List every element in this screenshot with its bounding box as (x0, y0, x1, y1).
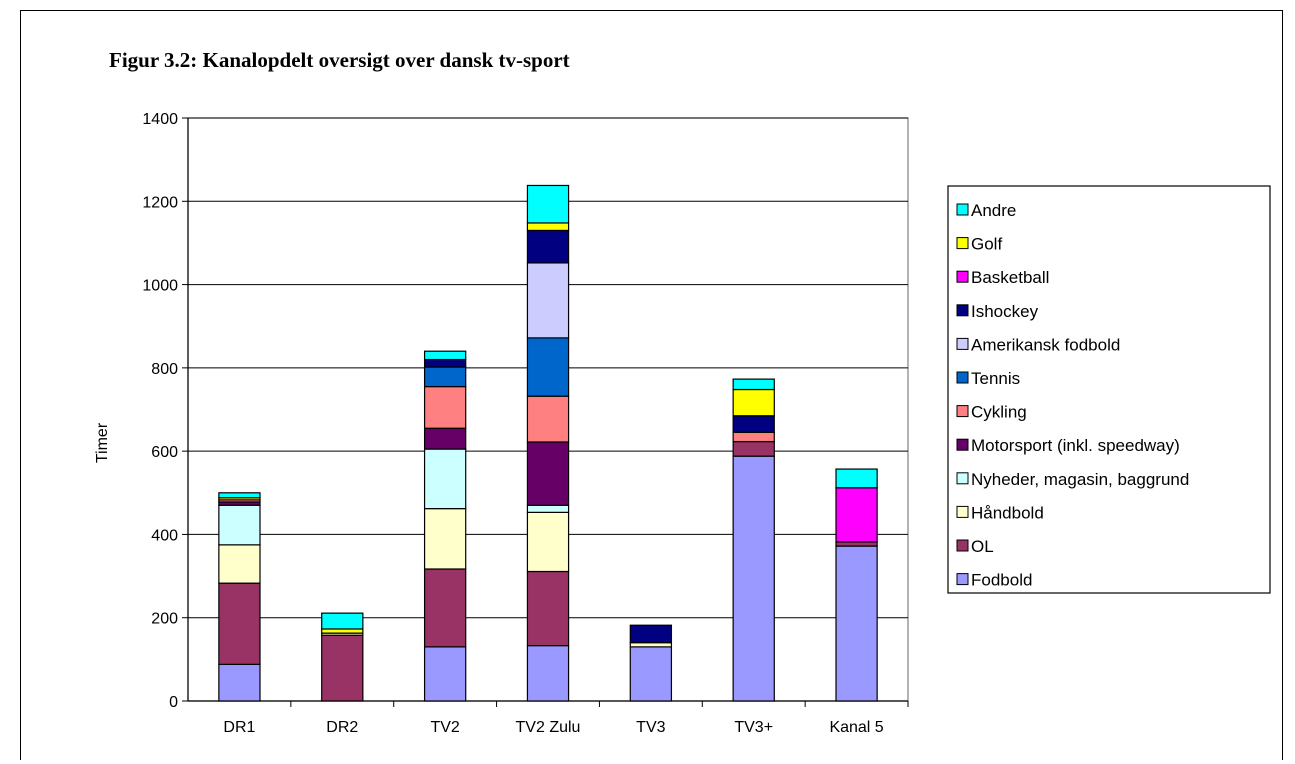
legend-label: Ishockey (971, 302, 1039, 321)
y-tick-label: 400 (151, 527, 178, 544)
legend-swatch (956, 405, 969, 418)
x-tick-label: TV2 (430, 719, 459, 736)
bar-segment (732, 415, 775, 434)
legend-label: Golf (971, 235, 1002, 254)
y-tick-label: 0 (169, 694, 178, 711)
legend-swatch (956, 237, 969, 250)
bar-segment (321, 634, 364, 702)
y-tick-label: 1000 (142, 278, 178, 295)
legend-label: OL (971, 537, 994, 556)
bar-segment (629, 624, 673, 644)
legend-swatch (956, 203, 969, 216)
y-tick-label: 1400 (142, 111, 178, 128)
y-tick-label: 800 (151, 361, 178, 378)
bar-segment (218, 663, 261, 702)
bar-segment (218, 492, 261, 499)
y-tick-label: 1200 (142, 194, 178, 211)
legend-label: Andre (971, 201, 1016, 220)
legend-swatch (956, 304, 969, 317)
bar-segment (423, 385, 467, 429)
bar-segment (732, 455, 775, 702)
bar-segment (423, 350, 467, 361)
bar-segment (835, 541, 878, 547)
legend-swatch (956, 337, 969, 350)
x-tick-label: TV3+ (734, 719, 773, 736)
legend-label: Motorsport (inkl. speedway) (971, 436, 1180, 455)
legend: Andre Golf Basketball Ishockey Amerikansk fo… (947, 185, 1271, 594)
legend-swatch (956, 505, 969, 518)
bar-segment (526, 441, 570, 506)
legend-label: Amerikansk fodbold (971, 335, 1120, 354)
bar-segment (321, 612, 364, 630)
x-tick-label: TV3 (636, 719, 665, 736)
bar-segment (423, 366, 467, 388)
chart-frame: Figur 3.2: Kanalopdelt oversigt over dan… (20, 10, 1283, 760)
bar-segment (526, 511, 570, 573)
bar-segment (218, 544, 261, 584)
x-tick-label: TV2 Zulu (516, 719, 581, 736)
bar-segment (835, 468, 878, 489)
y-tick-label: 200 (151, 611, 178, 628)
bar-segment (526, 645, 570, 702)
y-tick-label: 600 (151, 444, 178, 461)
bar-segment (423, 568, 467, 648)
bar-segment (526, 222, 570, 232)
bar-segment (526, 504, 570, 513)
y-axis-label: Timer (94, 422, 111, 463)
bar-segment (423, 448, 467, 510)
bar-segment (732, 388, 775, 417)
bar-segment (629, 642, 673, 648)
legend-label: Basketball (971, 268, 1049, 287)
bar-segment (526, 570, 570, 647)
chart-svg: Figur 3.2: Kanalopdelt oversigt over dan… (94, 48, 1271, 736)
legend-swatch (956, 573, 969, 586)
x-tick-label: Kanal 5 (829, 719, 883, 736)
bar-segment (526, 229, 570, 264)
bar-segment (732, 431, 775, 443)
bar-segment (218, 582, 261, 665)
legend-box (947, 185, 1271, 594)
legend-label: Nyheder, magasin, baggrund (971, 470, 1189, 489)
x-tick-label: DR1 (223, 719, 255, 736)
plot-area: 0 200 400 600 800 1000 1200 1400 DR1 DR2 TV2 TV2 Zu… (142, 111, 909, 736)
bar-segment (526, 262, 570, 339)
chart-title: Figur 3.2: Kanalopdelt oversigt over dan… (109, 48, 570, 72)
bar-segment (321, 628, 364, 634)
legend-swatch (956, 371, 969, 384)
legend-label: Cykling (971, 403, 1027, 422)
bar-segment (423, 646, 467, 702)
x-tick-label: DR2 (326, 719, 358, 736)
bar-segment (526, 184, 570, 224)
legend-label: Håndbold (971, 503, 1044, 522)
legend-label: Fodbold (971, 571, 1032, 590)
legend-swatch (956, 438, 969, 451)
bar-segment (835, 487, 878, 543)
legend-label: Tennis (971, 369, 1020, 388)
bar-segment (423, 508, 467, 570)
legend-swatch (956, 270, 969, 283)
bar-segment (526, 395, 570, 443)
bar-segment (732, 440, 775, 457)
legend-swatch (956, 472, 969, 485)
bar-segment (423, 358, 467, 368)
legend-swatch (956, 539, 969, 552)
bar-segment (732, 378, 775, 391)
bar-segment (835, 545, 878, 702)
bar-segment (629, 646, 673, 702)
bar-segment (526, 337, 570, 397)
bar-segment (218, 504, 261, 546)
bar-segment (423, 427, 467, 450)
